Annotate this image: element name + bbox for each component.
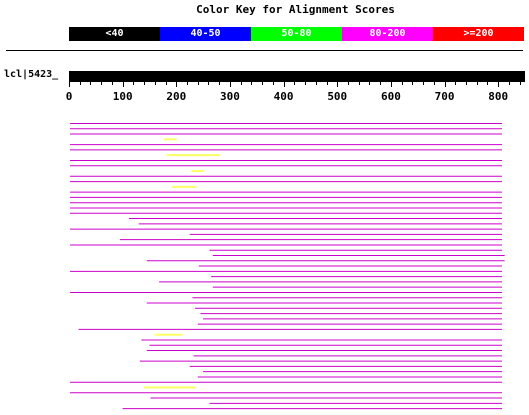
ruler-tick-label: 500 xyxy=(327,90,347,103)
color-key-label-40-50: 40-50 xyxy=(190,28,221,39)
ruler-tick-label: 400 xyxy=(274,90,294,103)
color-key-label-lt40: <40 xyxy=(105,28,124,39)
color-key-segment-gte200: >=200 xyxy=(433,27,524,41)
color-key-title: Color Key for Alignment Scores xyxy=(196,3,395,16)
color-key-segment-40-50: 40-50 xyxy=(160,27,251,41)
ruler-tick-label: 700 xyxy=(435,90,455,103)
color-key-label-50-80: 50-80 xyxy=(281,28,312,39)
color-key-label-gte200: >=200 xyxy=(463,28,494,39)
ruler-tick-label: 0 xyxy=(66,90,73,103)
ruler-tick-label: 600 xyxy=(381,90,401,103)
color-key-segment-80-200: 80-200 xyxy=(342,27,433,41)
query-label: lcl|5423_ xyxy=(4,69,59,80)
ruler-tick-label: 100 xyxy=(113,90,133,103)
separator-rule xyxy=(6,50,523,51)
color-key-segment-50-80: 50-80 xyxy=(251,27,342,41)
color-key-bar: <40 40-50 50-80 80-200 >=200 xyxy=(69,27,524,41)
ruler-tick-label: 300 xyxy=(220,90,240,103)
query-bar[interactable] xyxy=(69,71,525,81)
color-key-label-80-200: 80-200 xyxy=(369,28,406,39)
ruler-tick-label: 800 xyxy=(488,90,508,103)
color-key-segment-lt40: <40 xyxy=(69,27,160,41)
sequence-ruler: 0 100 200 300 400 500 600 700 800 xyxy=(66,81,525,103)
ruler-tick-label: 200 xyxy=(166,90,186,103)
